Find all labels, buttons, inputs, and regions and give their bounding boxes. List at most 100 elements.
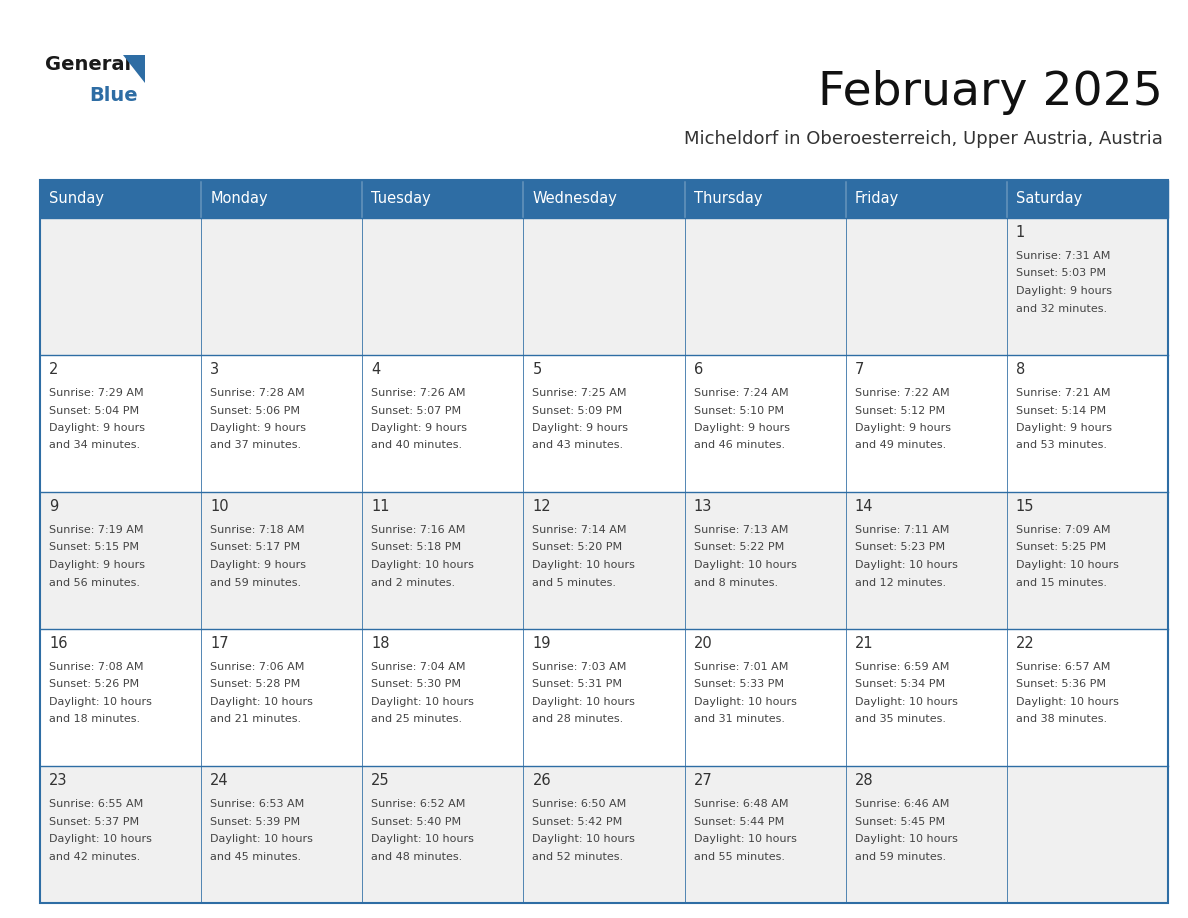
Bar [1007, 629, 1168, 766]
Text: Sunrise: 7:26 AM: Sunrise: 7:26 AM [372, 388, 466, 398]
Text: and 18 minutes.: and 18 minutes. [49, 714, 140, 724]
Text: Daylight: 10 hours: Daylight: 10 hours [854, 560, 958, 570]
Text: Sunset: 5:18 PM: Sunset: 5:18 PM [372, 543, 461, 553]
Text: Sunrise: 7:25 AM: Sunrise: 7:25 AM [532, 388, 627, 398]
Bar [40, 766, 201, 903]
Text: and 5 minutes.: and 5 minutes. [532, 577, 617, 588]
Text: and 40 minutes.: and 40 minutes. [372, 441, 462, 451]
Text: Sunset: 5:04 PM: Sunset: 5:04 PM [49, 406, 139, 416]
Bar [201, 355, 362, 492]
Text: and 48 minutes.: and 48 minutes. [372, 852, 462, 861]
Bar [1007, 492, 1168, 629]
Text: Daylight: 9 hours: Daylight: 9 hours [372, 423, 467, 433]
Text: Daylight: 10 hours: Daylight: 10 hours [694, 834, 796, 844]
Text: 15: 15 [1016, 499, 1035, 514]
Text: 3: 3 [210, 362, 220, 377]
Text: Friday: Friday [854, 192, 899, 207]
Text: 26: 26 [532, 773, 551, 788]
Text: 12: 12 [532, 499, 551, 514]
Text: 22: 22 [1016, 636, 1035, 651]
Text: Daylight: 9 hours: Daylight: 9 hours [210, 423, 307, 433]
Text: Sunset: 5:23 PM: Sunset: 5:23 PM [854, 543, 944, 553]
Bar [524, 766, 684, 903]
Text: 13: 13 [694, 499, 712, 514]
Text: and 25 minutes.: and 25 minutes. [372, 714, 462, 724]
Text: 25: 25 [372, 773, 390, 788]
Bar [362, 629, 524, 766]
Text: Daylight: 10 hours: Daylight: 10 hours [210, 697, 312, 707]
Text: Daylight: 10 hours: Daylight: 10 hours [372, 560, 474, 570]
Text: Sunday: Sunday [49, 192, 105, 207]
Bar [362, 355, 524, 492]
Text: 16: 16 [49, 636, 68, 651]
Bar [846, 766, 1007, 903]
Text: and 43 minutes.: and 43 minutes. [532, 441, 624, 451]
Text: Sunrise: 7:06 AM: Sunrise: 7:06 AM [210, 662, 304, 672]
Bar [362, 180, 524, 218]
Bar [684, 218, 846, 355]
Text: Sunset: 5:40 PM: Sunset: 5:40 PM [372, 816, 461, 826]
Text: Sunrise: 7:21 AM: Sunrise: 7:21 AM [1016, 388, 1111, 398]
Text: and 12 minutes.: and 12 minutes. [854, 577, 946, 588]
Text: Sunset: 5:33 PM: Sunset: 5:33 PM [694, 679, 784, 689]
Text: Sunrise: 7:09 AM: Sunrise: 7:09 AM [1016, 525, 1111, 535]
Text: Sunset: 5:12 PM: Sunset: 5:12 PM [854, 406, 944, 416]
Bar [362, 218, 524, 355]
Text: Thursday: Thursday [694, 192, 762, 207]
Text: 23: 23 [49, 773, 68, 788]
Text: 20: 20 [694, 636, 713, 651]
Bar [40, 355, 201, 492]
Text: Sunset: 5:45 PM: Sunset: 5:45 PM [854, 816, 944, 826]
Bar [40, 629, 201, 766]
Text: and 15 minutes.: and 15 minutes. [1016, 577, 1107, 588]
Bar [846, 180, 1007, 218]
Text: Sunset: 5:07 PM: Sunset: 5:07 PM [372, 406, 461, 416]
Bar [40, 180, 1168, 903]
Bar [40, 180, 201, 218]
Text: 5: 5 [532, 362, 542, 377]
Bar [684, 629, 846, 766]
Text: Sunrise: 6:50 AM: Sunrise: 6:50 AM [532, 799, 627, 809]
Bar [524, 180, 684, 218]
Text: and 21 minutes.: and 21 minutes. [210, 714, 302, 724]
Text: Daylight: 9 hours: Daylight: 9 hours [854, 423, 950, 433]
Bar [40, 492, 201, 629]
Text: and 42 minutes.: and 42 minutes. [49, 852, 140, 861]
Text: Sunrise: 7:16 AM: Sunrise: 7:16 AM [372, 525, 466, 535]
Bar [201, 629, 362, 766]
Text: and 59 minutes.: and 59 minutes. [854, 852, 946, 861]
Bar [524, 218, 684, 355]
Text: Monday: Monday [210, 192, 267, 207]
Text: and 56 minutes.: and 56 minutes. [49, 577, 140, 588]
Text: and 53 minutes.: and 53 minutes. [1016, 441, 1107, 451]
Text: Daylight: 10 hours: Daylight: 10 hours [49, 834, 152, 844]
Text: Daylight: 10 hours: Daylight: 10 hours [694, 697, 796, 707]
Text: Tuesday: Tuesday [372, 192, 431, 207]
Text: Sunrise: 6:57 AM: Sunrise: 6:57 AM [1016, 662, 1111, 672]
Polygon shape [124, 55, 145, 83]
Text: Sunrise: 6:48 AM: Sunrise: 6:48 AM [694, 799, 788, 809]
Text: and 31 minutes.: and 31 minutes. [694, 714, 784, 724]
Text: and 38 minutes.: and 38 minutes. [1016, 714, 1107, 724]
Text: and 49 minutes.: and 49 minutes. [854, 441, 946, 451]
Text: 24: 24 [210, 773, 229, 788]
Bar [1007, 766, 1168, 903]
Text: Sunrise: 7:28 AM: Sunrise: 7:28 AM [210, 388, 305, 398]
Text: Sunset: 5:42 PM: Sunset: 5:42 PM [532, 816, 623, 826]
Text: Sunrise: 7:22 AM: Sunrise: 7:22 AM [854, 388, 949, 398]
Text: Saturday: Saturday [1016, 192, 1082, 207]
Bar [684, 180, 846, 218]
Text: Sunset: 5:30 PM: Sunset: 5:30 PM [372, 679, 461, 689]
Text: Sunrise: 7:14 AM: Sunrise: 7:14 AM [532, 525, 627, 535]
Text: Sunset: 5:34 PM: Sunset: 5:34 PM [854, 679, 944, 689]
Text: Sunrise: 7:31 AM: Sunrise: 7:31 AM [1016, 251, 1111, 261]
Text: Wednesday: Wednesday [532, 192, 618, 207]
Text: 10: 10 [210, 499, 229, 514]
Text: Sunrise: 6:46 AM: Sunrise: 6:46 AM [854, 799, 949, 809]
Text: Daylight: 10 hours: Daylight: 10 hours [49, 697, 152, 707]
Text: Sunset: 5:31 PM: Sunset: 5:31 PM [532, 679, 623, 689]
Text: Sunset: 5:10 PM: Sunset: 5:10 PM [694, 406, 784, 416]
Bar [524, 629, 684, 766]
Text: Sunrise: 7:24 AM: Sunrise: 7:24 AM [694, 388, 788, 398]
Bar [684, 766, 846, 903]
